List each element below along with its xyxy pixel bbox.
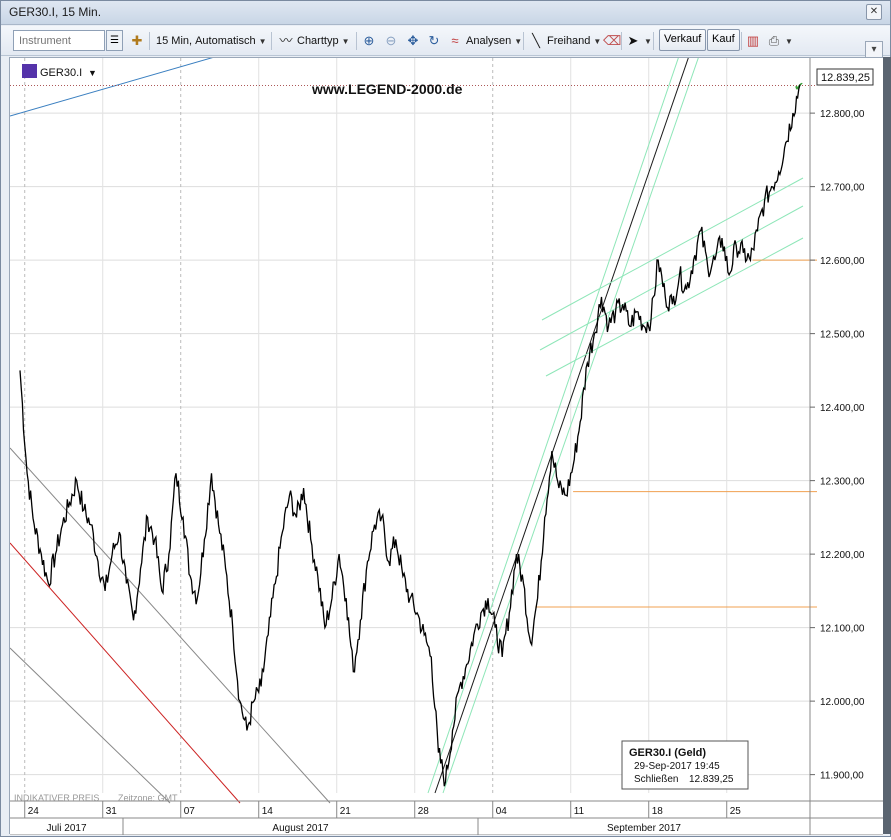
chevron-down-icon: ▼ (514, 36, 523, 46)
steep-channel-upper (442, 52, 701, 794)
print-dropdown[interactable]: ⎙ ▼ (766, 30, 793, 52)
print-icon: ⎙ (768, 33, 780, 48)
charttype-label: Charttyp (297, 35, 339, 47)
interval-dropdown[interactable]: 15 Min, Automatisch ▼ (156, 30, 267, 52)
channel-upper (541, 177, 804, 321)
chevron-down-icon: ▼ (341, 36, 350, 46)
steep-uptrend-line (434, 52, 691, 794)
x-tick-label: 24 (28, 806, 40, 817)
freihand-dropdown[interactable]: ╲ Freihand ▼ (528, 30, 601, 52)
info-close-value: 12.839,25 (689, 774, 734, 785)
y-axis: 11.900,00 12.000,00 12.100,00 12.200,00 12.3… (809, 58, 865, 835)
x-tick-label: 11 (574, 806, 585, 817)
cursor-icon: ➤ (627, 33, 639, 48)
y-tick-label: 12.800,00 (820, 109, 865, 120)
x-month-label: August 2017 (272, 823, 329, 834)
drawings: ✔ (9, 52, 817, 804)
info-box: GER30.I (Geld) 29-Sep-2017 19:45 Schließ… (621, 740, 749, 790)
instrument-input[interactable] (13, 30, 105, 51)
instrument-logo-icon (22, 64, 37, 78)
x-tick-label: 28 (418, 806, 430, 817)
y-tick-label: 12.000,00 (820, 697, 865, 708)
y-tick-label: 12.200,00 (820, 550, 865, 561)
red-downtrend-line (9, 542, 241, 804)
title-bar: GER30.I, 15 Min. ✕ (1, 1, 890, 25)
blue-trendline (9, 55, 219, 117)
x-tick-label: 21 (340, 806, 352, 817)
chevron-down-icon: ▼ (88, 68, 97, 78)
last-price-badge: 12.839,25 (816, 68, 874, 86)
analysis-icon: ≈ (451, 33, 459, 48)
chart-area[interactable]: ✔ 11.900,00 12.000,00 12.100,00 12.200,00 12… (9, 52, 883, 836)
indicator-add-icon[interactable]: ✚ (131, 33, 143, 48)
refresh-icon[interactable]: ↻ (428, 33, 440, 48)
x-tick-label: 04 (496, 806, 508, 817)
indicative-label: INDIKATIVER PREIS (14, 793, 99, 803)
steep-channel-lower (427, 52, 681, 794)
toolbar: ☰ ✚ 15 Min, Automatisch ▼ 〰 Charttyp ▼ ⊕… (1, 26, 890, 56)
price-series-line (19, 84, 801, 787)
cursor-dropdown[interactable]: ➤ ▼ (625, 30, 652, 52)
chart-settings-icon[interactable]: ▥ (746, 33, 760, 48)
info-datetime: 29-Sep-2017 19:45 (634, 761, 720, 772)
fit-icon[interactable]: ✥ (407, 33, 419, 48)
verkauf-button[interactable]: Verkauf (659, 29, 707, 51)
legend[interactable]: GER30.I ▼ (22, 64, 97, 79)
chevron-down-icon: ▼ (593, 36, 602, 46)
charttype-dropdown[interactable]: 〰 Charttyp ▼ (278, 30, 350, 52)
freihand-label: Freihand (547, 35, 591, 47)
y-tick-label: 12.700,00 (820, 183, 865, 194)
eraser-icon[interactable]: ⌫ (603, 33, 622, 48)
timezone-label: Zeitzone: GMT (118, 793, 178, 803)
channel-mid (539, 205, 804, 351)
close-icon[interactable]: ✕ (866, 4, 882, 20)
info-title: GER30.I (Geld) (629, 747, 706, 759)
x-tick-label: 07 (184, 806, 196, 817)
y-tick-label: 12.400,00 (820, 403, 865, 414)
window-title: GER30.I, 15 Min. (9, 5, 102, 19)
y-tick-label: 12.600,00 (820, 256, 865, 267)
draw-line-icon: ╲ (532, 33, 540, 48)
chevron-down-icon: ▼ (644, 36, 652, 46)
y-tick-label: 12.500,00 (820, 330, 865, 341)
x-tick-label: 25 (730, 806, 742, 817)
interval-label: 15 Min, (156, 35, 193, 47)
zoom-out-icon[interactable]: ⊖ (385, 33, 397, 48)
watermark: www.LEGEND-2000.de (311, 81, 463, 97)
line-chart-icon: 〰 (279, 33, 293, 48)
y-tick-label: 12.300,00 (820, 477, 865, 488)
side-panel-edge (883, 57, 891, 834)
x-tick-label: 18 (652, 806, 664, 817)
x-tick-label: 31 (106, 806, 118, 817)
kauf-button[interactable]: Kauf (707, 29, 740, 51)
analysen-label: Analysen (466, 35, 512, 47)
x-tick-label: 14 (262, 806, 274, 817)
x-month-label: September 2017 (607, 823, 681, 834)
grid (10, 58, 810, 793)
instrument-list-icon[interactable]: ☰ (106, 30, 123, 51)
x-month-label: Juli 2017 (46, 823, 86, 834)
scale-label: Automatisch (195, 35, 256, 47)
y-tick-label: 12.100,00 (820, 624, 865, 635)
zoom-in-icon[interactable]: ⊕ (363, 33, 375, 48)
channel-lower (545, 237, 804, 377)
price-chart[interactable]: ✔ 11.900,00 12.000,00 12.100,00 12.200,00 12… (9, 52, 883, 836)
grey-downtrend-upper (9, 447, 331, 804)
y-tick-label: 11.900,00 (820, 771, 864, 782)
legend-symbol: GER30.I (40, 67, 82, 79)
grey-downtrend-lower (9, 647, 171, 804)
chevron-down-icon: ▼ (258, 36, 267, 46)
analysen-dropdown[interactable]: ≈ Analysen ▼ (447, 30, 522, 52)
last-price-value: 12.839,25 (821, 72, 870, 84)
info-close-label: Schließen (634, 774, 678, 785)
chevron-down-icon: ▼ (785, 36, 793, 46)
